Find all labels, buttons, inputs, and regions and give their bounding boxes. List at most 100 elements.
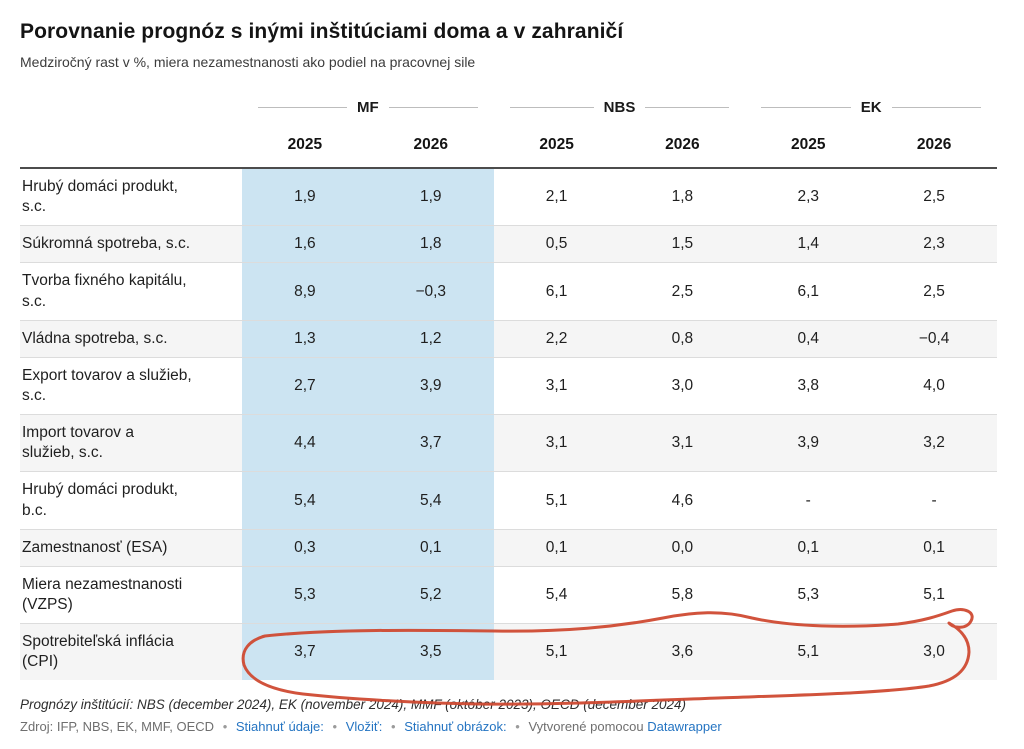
table-cell: 5,1	[545, 643, 568, 661]
column-header-year: 2025	[287, 136, 323, 153]
row-label: Miera nezamestnanosti (VZPS)	[22, 575, 183, 613]
page-subtitle: Medziročný rast v %, miera nezamestnanos…	[20, 54, 476, 70]
table-cell: 3,7	[242, 624, 368, 681]
group-divider-line	[258, 106, 347, 108]
table-cell: 0,1	[545, 538, 568, 556]
table-cell: 0,1	[923, 538, 945, 556]
row-label: Export tovarov a služieb, s.c.	[22, 366, 192, 404]
download-image-link[interactable]: Stiahnuť obrázok:	[404, 719, 507, 735]
table-cell: 2,7	[242, 357, 368, 415]
column-group-nbs: NBS	[494, 94, 746, 120]
group-divider-line	[388, 106, 478, 108]
group-label-mf: MF	[357, 98, 379, 116]
table-cell: 0,1	[367, 529, 494, 566]
group-divider-line	[645, 106, 730, 108]
table-cell: 5,1	[797, 643, 820, 661]
table-cell: 4,0	[923, 376, 945, 394]
column-header-year: 2026	[916, 136, 952, 153]
table-row: Hrubý domáci produkt, s.c. 1,9 1,9 2,1 1,8 2,…	[20, 169, 997, 227]
table-cell: 8,9	[242, 263, 368, 320]
table-cell: 5,3	[797, 585, 820, 603]
table-cell: 5,1	[545, 491, 568, 509]
table-cell: -	[805, 491, 811, 509]
table-cell: 5,8	[671, 585, 694, 603]
group-divider-line	[509, 106, 594, 108]
separator-dot: •	[332, 719, 338, 735]
table-cell: 3,9	[797, 434, 820, 452]
table-row: Miera nezamestnanosti (VZPS) 5,3 5,2 5,4 5,8…	[20, 566, 997, 625]
table-year-header-row: 2025 2026 2025 2026 2025 2026	[20, 120, 997, 167]
table-cell: 3,6	[671, 643, 694, 661]
table-cell: 2,5	[671, 282, 694, 300]
table-cell: 1,8	[671, 188, 694, 206]
column-group-ek: EK	[745, 94, 997, 120]
table-cell: 1,3	[242, 320, 368, 357]
table-cell: -	[931, 491, 937, 509]
group-label-nbs: NBS	[603, 98, 636, 116]
table-row: Súkromná spotreba, s.c. 1,6 1,8 0,5 1,5 1,4 2,…	[20, 226, 997, 264]
column-group-mf: MF	[242, 94, 494, 120]
table-cell: 1,4	[797, 235, 820, 253]
table-cell: 4,6	[671, 491, 694, 509]
table-cell: −0,3	[367, 263, 494, 320]
table-cell: 4,4	[242, 415, 368, 472]
source-label: Zdroj: IFP, NBS, EK, MMF, OECD	[20, 719, 215, 735]
table-cell: 1,6	[242, 226, 368, 263]
page-title: Porovnanie prognóz s inými inštitúciami …	[20, 20, 624, 43]
table-cell: 5,2	[367, 566, 494, 624]
table-body: Hrubý domáci produkt, s.c. 1,9 1,9 2,1 1,8 2,…	[20, 167, 997, 681]
row-label: Vládna spotreba, s.c.	[22, 329, 168, 347]
table-cell: 3,1	[671, 434, 694, 452]
credit-text: Vytvorené pomocou	[528, 719, 644, 735]
table-cell: 3,9	[367, 357, 494, 415]
table-cell: 6,1	[797, 282, 820, 300]
table-cell: 0,5	[545, 235, 568, 253]
table-row: Zamestnanosť (ESA) 0,3 0,1 0,1 0,0 0,1 0,1	[20, 529, 997, 567]
row-label: Spotrebiteľská inflácia (CPI)	[22, 633, 174, 671]
source-line: Zdroj: IFP, NBS, EK, MMF, OECD • Stiahnu…	[20, 719, 997, 734]
year-header-spacer	[20, 120, 242, 167]
datawrapper-link[interactable]: Datawrapper	[647, 719, 722, 735]
table-cell: 3,1	[545, 376, 568, 394]
separator-dot: •	[222, 719, 228, 735]
table-cell: 1,9	[367, 169, 494, 226]
row-label: Zamestnanosť (ESA)	[22, 538, 168, 556]
table-row: Spotrebiteľská inflácia (CPI) 3,7 3,5 5,1 3,…	[20, 624, 997, 681]
table-cell: 2,3	[797, 188, 820, 206]
table-cell: 2,5	[923, 188, 945, 206]
table-cell: 3,1	[545, 434, 568, 452]
table-cell: 1,8	[367, 226, 494, 263]
group-divider-line	[761, 106, 851, 108]
table-cell: 0,0	[671, 538, 694, 556]
download-data-link[interactable]: Stiahnuť údaje:	[235, 719, 324, 735]
embed-link[interactable]: Vložiť:	[345, 719, 383, 735]
table-cell: 1,2	[367, 320, 494, 357]
table-cell: 2,2	[545, 329, 568, 347]
table-cell: 1,9	[242, 169, 368, 226]
table-row: Export tovarov a služieb, s.c. 2,7 3,9 3,1 3…	[20, 357, 997, 416]
column-header-year: 2025	[539, 136, 574, 153]
table-group-header-row: MF NBS EK	[20, 94, 997, 120]
column-header-year: 2026	[665, 136, 700, 153]
table-cell: 3,5	[367, 624, 494, 681]
separator-dot: •	[391, 719, 396, 735]
column-header-year: 2026	[413, 136, 448, 153]
table-cell: 5,1	[923, 585, 945, 603]
table-cell: 2,5	[923, 282, 945, 300]
table-cell: 3,8	[797, 376, 820, 394]
table-row: Tvorba fixného kapitálu, s.c. 8,9 −0,3 6,1 2…	[20, 263, 997, 321]
forecast-comparison-table: MF NBS EK 2025 2026 2025 2026 2025 2026	[20, 94, 997, 681]
row-label: Import tovarov a služieb, s.c.	[22, 424, 134, 462]
table-cell: 0,8	[671, 329, 694, 347]
table-cell: 0,3	[242, 529, 368, 566]
table-cell: 0,1	[797, 538, 820, 556]
table-row: Hrubý domáci produkt, b.c. 5,4 5,4 5,1 4,6 - -	[20, 472, 997, 530]
table-cell: 3,0	[671, 376, 694, 394]
separator-dot: •	[515, 719, 520, 735]
table-cell: 2,3	[923, 235, 945, 253]
table-cell: 0,4	[797, 329, 820, 347]
row-label: Hrubý domáci produkt, b.c.	[22, 481, 178, 519]
table-footnote: Prognózy inštitúcií: NBS (december 2024)…	[20, 697, 687, 713]
table-cell: 3,7	[367, 415, 494, 472]
